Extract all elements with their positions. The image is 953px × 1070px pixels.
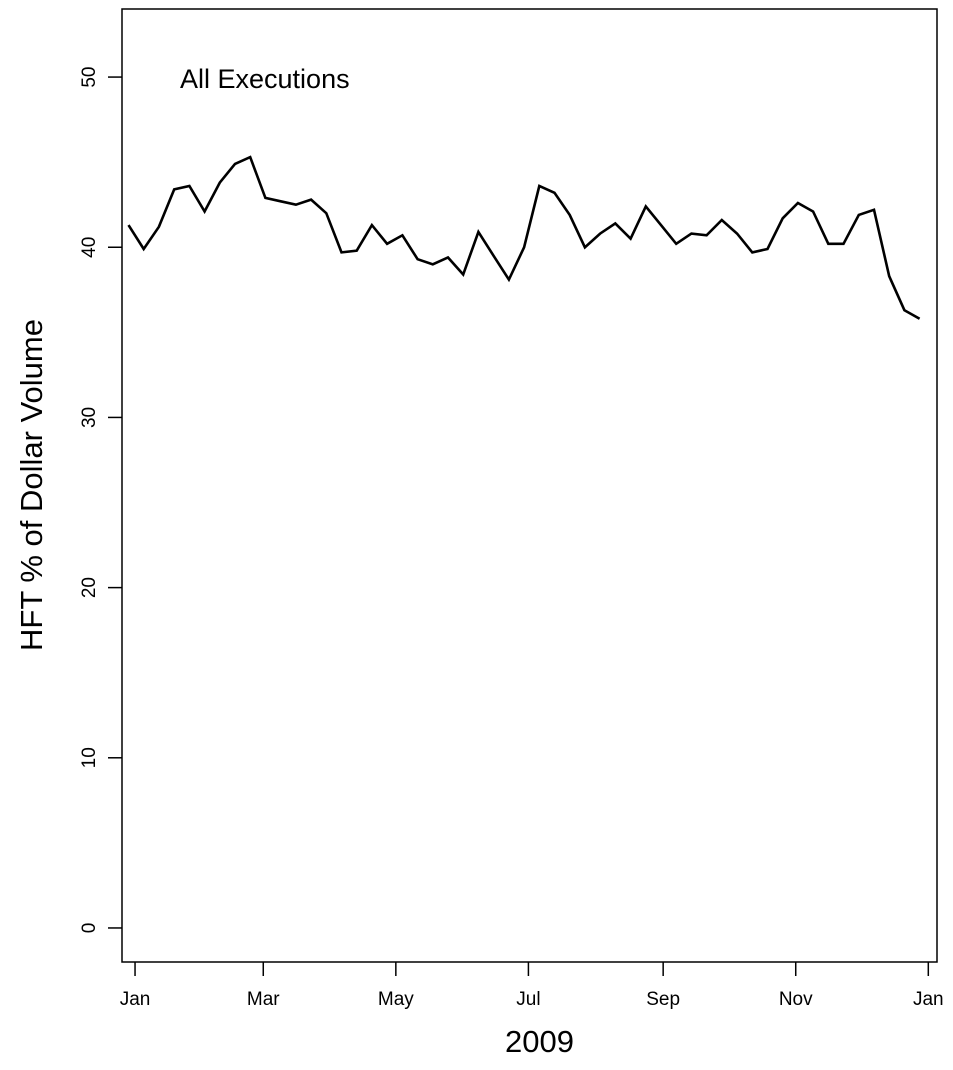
chart-annotation: All Executions <box>180 64 350 94</box>
x-tick-label: Nov <box>779 989 813 1010</box>
y-tick-label: 50 <box>79 67 100 88</box>
x-tick-label: Jan <box>120 989 151 1010</box>
x-tick-label: Jul <box>516 989 540 1010</box>
y-axis: 0 10 20 30 40 50 <box>79 67 122 934</box>
x-tick-label: Mar <box>247 989 280 1010</box>
plot-frame <box>121 8 938 963</box>
y-axis-label: HFT % of Dollar Volume <box>14 319 49 651</box>
x-tick-label: May <box>378 989 414 1010</box>
y-tick-label: 10 <box>79 747 100 768</box>
y-tick-label: 30 <box>79 407 100 428</box>
y-tick-label: 40 <box>79 237 100 258</box>
y-tick-label: 20 <box>79 577 100 598</box>
x-tick-label: Sep <box>646 989 680 1010</box>
series-line <box>127 155 921 320</box>
x-axis-label: 2009 <box>505 1024 574 1059</box>
x-axis: Jan Mar May Jul Sep Nov Jan <box>120 962 944 1010</box>
x-tick-label: Jan <box>913 989 944 1010</box>
series-layer <box>127 155 921 320</box>
y-tick-label: 0 <box>79 923 100 934</box>
